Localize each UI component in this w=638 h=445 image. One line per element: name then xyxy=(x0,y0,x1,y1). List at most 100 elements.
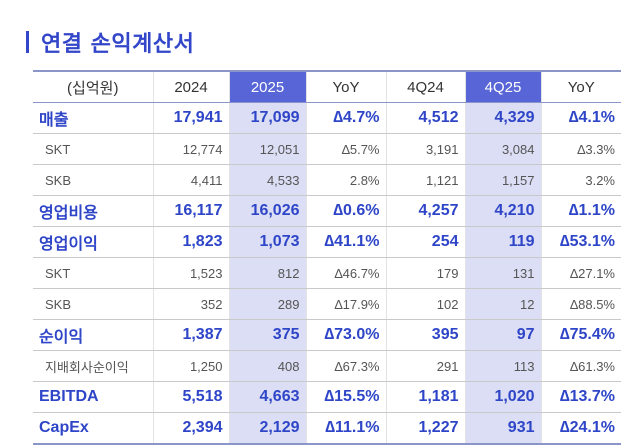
table-row: 영업비용 16,117 16,026 ∆0.6% 4,257 4,210 ∆1.1% xyxy=(33,195,621,227)
table-cell: 1,523 xyxy=(152,257,229,289)
table-cell: 1,387 xyxy=(152,319,229,351)
table-cell: 1,121 xyxy=(385,164,465,196)
row-label: EBITDA xyxy=(33,381,153,413)
table-cell: ∆5.7% xyxy=(305,133,386,165)
row-label: 순이익 xyxy=(33,319,153,351)
table-cell: 375 xyxy=(228,319,306,351)
table-cell: ∆24.1% xyxy=(540,412,621,445)
table-cell: 1,250 xyxy=(152,350,229,382)
income-statement-table: (십억원) 2024 2025 YoY 4Q24 4Q25 YoY 매출 17,9… xyxy=(33,70,621,445)
table-row: SKB 4,411 4,533 2.8% 1,121 1,157 3.2% xyxy=(33,164,621,196)
table-cell: 1,073 xyxy=(228,226,306,258)
header-yoy-quarter: YoY xyxy=(540,70,621,103)
table-cell: 931 xyxy=(464,412,541,445)
table-cell: 119 xyxy=(464,226,541,258)
row-label: SKT xyxy=(33,257,153,289)
table-row: SKT 12,774 12,051 ∆5.7% 3,191 3,084 ∆3.3% xyxy=(33,133,621,165)
table-row: 순이익 1,387 375 ∆73.0% 395 97 ∆75.4% xyxy=(33,319,621,351)
table-cell: 12,051 xyxy=(228,133,306,165)
table-cell: 16,117 xyxy=(152,195,229,227)
table-cell: ∆11.1% xyxy=(305,412,386,445)
table-cell: 3,191 xyxy=(385,133,465,165)
table-cell: 179 xyxy=(385,257,465,289)
table-cell: 4,329 xyxy=(464,102,541,134)
table-cell: 4,512 xyxy=(385,102,465,134)
header-unit: (십억원) xyxy=(33,70,153,103)
table-cell: 4,411 xyxy=(152,164,229,196)
table-cell: 17,099 xyxy=(228,102,306,134)
table-row: 지배회사순이익 1,250 408 ∆67.3% 291 113 ∆61.3% xyxy=(33,350,621,382)
table-cell: ∆88.5% xyxy=(540,288,621,320)
table-cell: 2,394 xyxy=(152,412,229,445)
table-cell: 3.2% xyxy=(540,164,621,196)
table-cell: ∆53.1% xyxy=(540,226,621,258)
table-cell: 4,533 xyxy=(228,164,306,196)
table-cell: ∆4.7% xyxy=(305,102,386,134)
table-cell: ∆1.1% xyxy=(540,195,621,227)
table-cell: 5,518 xyxy=(152,381,229,413)
table-cell: 4,257 xyxy=(385,195,465,227)
table-cell: 1,823 xyxy=(152,226,229,258)
table-cell: 12,774 xyxy=(152,133,229,165)
table-cell: ∆4.1% xyxy=(540,102,621,134)
header-4q25: 4Q25 xyxy=(464,70,541,103)
table-cell: ∆17.9% xyxy=(305,288,386,320)
table-cell: ∆75.4% xyxy=(540,319,621,351)
row-label: 영업이익 xyxy=(33,226,153,258)
row-label: SKT xyxy=(33,133,153,165)
table-row: SKB 352 289 ∆17.9% 102 12 ∆88.5% xyxy=(33,288,621,320)
table-cell: 4,663 xyxy=(228,381,306,413)
table-row: SKT 1,523 812 ∆46.7% 179 131 ∆27.1% xyxy=(33,257,621,289)
table-cell: 291 xyxy=(385,350,465,382)
row-label: CapEx xyxy=(33,412,153,445)
table-header-row: (십억원) 2024 2025 YoY 4Q24 4Q25 YoY xyxy=(33,70,621,103)
table-cell: 2,129 xyxy=(228,412,306,445)
table-cell: ∆67.3% xyxy=(305,350,386,382)
title-accent-bar xyxy=(26,31,29,53)
table-cell: 102 xyxy=(385,288,465,320)
table-cell: ∆13.7% xyxy=(540,381,621,413)
table-cell: ∆73.0% xyxy=(305,319,386,351)
table-row: 매출 17,941 17,099 ∆4.7% 4,512 4,329 ∆4.1% xyxy=(33,102,621,134)
table-cell: 289 xyxy=(228,288,306,320)
table-cell: 2.8% xyxy=(305,164,386,196)
table-cell: 1,020 xyxy=(464,381,541,413)
table-cell: 1,157 xyxy=(464,164,541,196)
table-cell: 16,026 xyxy=(228,195,306,227)
table-cell: 4,210 xyxy=(464,195,541,227)
table-cell: ∆27.1% xyxy=(540,257,621,289)
table-cell: 113 xyxy=(464,350,541,382)
row-label: SKB xyxy=(33,164,153,196)
table-cell: ∆46.7% xyxy=(305,257,386,289)
table-cell: ∆41.1% xyxy=(305,226,386,258)
header-2025: 2025 xyxy=(228,70,306,103)
table-cell: 97 xyxy=(464,319,541,351)
table-cell: 17,941 xyxy=(152,102,229,134)
table-cell: 395 xyxy=(385,319,465,351)
table-cell: 1,181 xyxy=(385,381,465,413)
table-row: 영업이익 1,823 1,073 ∆41.1% 254 119 ∆53.1% xyxy=(33,226,621,258)
table-cell: ∆15.5% xyxy=(305,381,386,413)
table-cell: ∆3.3% xyxy=(540,133,621,165)
header-yoy-annual: YoY xyxy=(305,70,386,103)
page-title: 연결 손익계산서 xyxy=(26,26,194,58)
row-label: 지배회사순이익 xyxy=(33,350,153,382)
row-label: 매출 xyxy=(33,102,153,134)
table-cell: 1,227 xyxy=(385,412,465,445)
title-text: 연결 손익계산서 xyxy=(41,32,195,57)
row-label: SKB xyxy=(33,288,153,320)
table-cell: 408 xyxy=(228,350,306,382)
table-cell: 254 xyxy=(385,226,465,258)
table-row: EBITDA 5,518 4,663 ∆15.5% 1,181 1,020 ∆13.7% xyxy=(33,381,621,413)
table-row: CapEx 2,394 2,129 ∆11.1% 1,227 931 ∆24.1% xyxy=(33,412,621,445)
table-cell: ∆0.6% xyxy=(305,195,386,227)
table-cell: 3,084 xyxy=(464,133,541,165)
table-cell: 812 xyxy=(228,257,306,289)
table-cell: ∆61.3% xyxy=(540,350,621,382)
header-4q24: 4Q24 xyxy=(385,70,465,103)
table-cell: 352 xyxy=(152,288,229,320)
table-cell: 131 xyxy=(464,257,541,289)
header-2024: 2024 xyxy=(152,70,229,103)
row-label: 영업비용 xyxy=(33,195,153,227)
table-cell: 12 xyxy=(464,288,541,320)
